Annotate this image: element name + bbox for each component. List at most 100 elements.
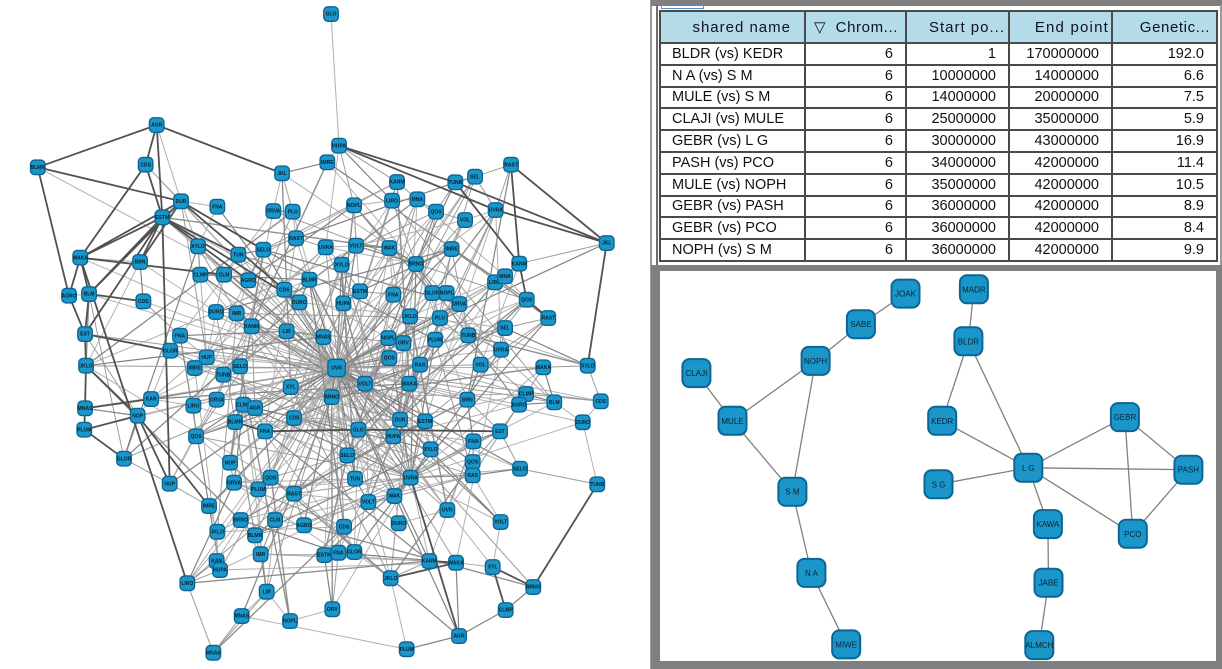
svg-text:VOLT: VOLT (350, 243, 363, 249)
svg-text:ORVA: ORVA (227, 480, 241, 486)
svg-text:WAK: WAK (383, 246, 395, 252)
svg-text:XYL: XYL (488, 565, 498, 571)
svg-text:HUPA: HUPA (332, 143, 346, 149)
svg-text:PLU: PLU (288, 209, 298, 215)
svg-text:L G: L G (1022, 464, 1035, 473)
svg-text:WAKA: WAKA (73, 255, 89, 261)
svg-text:QOS: QOS (384, 356, 396, 362)
svg-text:QOS: QOS (430, 209, 442, 215)
svg-text:FNA: FNA (333, 550, 344, 556)
svg-text:AGR: AGR (151, 123, 163, 129)
svg-text:HUPA: HUPA (213, 568, 227, 574)
svg-text:LIRO: LIRO (489, 280, 501, 286)
svg-text:KANM: KANM (244, 324, 259, 330)
svg-text:QOS: QOS (467, 460, 479, 466)
svg-text:MADR: MADR (962, 285, 986, 294)
svg-text:AGRO: AGRO (241, 278, 256, 284)
svg-text:UVRA: UVRA (404, 475, 419, 481)
svg-text:LIR: LIR (283, 329, 291, 335)
svg-text:FNA: FNA (260, 429, 271, 435)
svg-text:WAKA: WAKA (448, 560, 464, 566)
svg-text:CDS: CDS (140, 162, 151, 168)
svg-text:CLMP: CLMP (236, 402, 251, 408)
svg-text:HUPA: HUPA (336, 301, 350, 307)
svg-text:S G: S G (932, 480, 946, 489)
svg-text:RAST: RAST (504, 162, 518, 168)
svg-text:LIRO: LIRO (181, 581, 193, 587)
svg-text:VOL: VOL (460, 218, 470, 224)
svg-text:NOP: NOP (132, 413, 144, 419)
svg-text:CLMP: CLMP (499, 608, 514, 614)
svg-text:SEL: SEL (500, 326, 510, 332)
svg-text:PLUM: PLUM (251, 487, 265, 493)
svg-text:UVR: UVR (331, 366, 342, 372)
svg-text:MNAS: MNAS (78, 406, 93, 412)
svg-text:CDS: CDS (289, 416, 300, 422)
svg-text:SABE: SABE (850, 320, 871, 329)
svg-text:IMR: IMR (232, 311, 242, 317)
svg-text:NOPL: NOPL (347, 203, 361, 209)
svg-text:GLOR: GLOR (117, 456, 132, 462)
svg-text:NOP: NOP (225, 460, 237, 466)
svg-text:AGRO: AGRO (62, 293, 77, 299)
svg-text:FNA: FNA (468, 439, 479, 445)
svg-text:ORV: ORV (398, 341, 409, 347)
svg-text:ORV: ORV (327, 607, 338, 613)
svg-text:ALMCH: ALMCH (1025, 641, 1053, 650)
svg-text:BLM: BLM (549, 400, 560, 406)
svg-text:PASH: PASH (1178, 466, 1199, 475)
svg-text:AGR: AGR (249, 406, 261, 412)
svg-text:BRN: BRN (462, 397, 473, 403)
svg-text:CLM: CLM (219, 272, 230, 278)
svg-text:GLOR: GLOR (425, 291, 440, 297)
svg-text:SEL: SEL (470, 174, 480, 180)
svg-text:ORVA: ORVA (210, 397, 224, 403)
svg-text:KEDR: KEDR (931, 417, 953, 426)
svg-text:DUR: DUR (395, 417, 406, 423)
svg-text:XYLO: XYLO (191, 244, 205, 250)
svg-text:QOS: QOS (190, 434, 202, 440)
svg-text:MIWE: MIWE (835, 640, 857, 649)
svg-text:DURO: DURO (292, 300, 307, 306)
svg-text:ORVA: ORVA (266, 209, 280, 215)
svg-text:NOPL: NOPL (381, 336, 395, 342)
svg-text:BLMR: BLMR (30, 165, 45, 171)
svg-text:PLUM: PLUM (77, 427, 91, 433)
svg-text:GLOR: GLOR (347, 550, 362, 556)
svg-text:GLOR: GLOR (163, 348, 178, 354)
svg-text:IMRE: IMRE (203, 504, 216, 510)
svg-text:TUNB: TUNB (448, 180, 462, 186)
svg-text:LIRO: LIRO (187, 403, 199, 409)
svg-text:UVRA: UVRA (319, 245, 334, 251)
svg-text:MNAS: MNAS (234, 614, 249, 620)
svg-text:UVR: UVR (442, 508, 453, 514)
svg-text:IMRE: IMRE (188, 366, 201, 372)
svg-text:NOPL: NOPL (440, 291, 454, 297)
svg-text:PLU: PLU (435, 316, 445, 322)
svg-text:TUNB: TUNB (216, 372, 230, 378)
svg-text:MNAS: MNAS (206, 650, 221, 656)
svg-text:LIRO: LIRO (386, 198, 398, 204)
svg-text:WAKA: WAKA (402, 381, 418, 387)
svg-text:HUP: HUP (201, 355, 212, 361)
svg-text:MNA: MNA (412, 197, 424, 203)
svg-text:PCO: PCO (1124, 530, 1141, 539)
svg-text:BLDR: BLDR (958, 337, 980, 346)
svg-text:BLMR: BLMR (248, 533, 263, 539)
svg-text:CLMP: CLMP (519, 392, 534, 398)
svg-text:HUPA: HUPA (386, 434, 400, 440)
svg-text:QOS: QOS (521, 297, 533, 303)
svg-text:KANM: KANM (512, 261, 527, 267)
svg-text:RAS: RAS (467, 473, 478, 479)
svg-text:IMR: IMR (256, 552, 266, 558)
svg-text:JKLO: JKLO (403, 314, 416, 320)
svg-text:CLAJI: CLAJI (686, 369, 708, 378)
svg-text:QOS: QOS (265, 475, 277, 481)
svg-text:ORVA: ORVA (452, 302, 466, 308)
svg-text:RAST: RAST (287, 491, 301, 497)
svg-text:N A: N A (805, 569, 819, 578)
svg-text:HUP: HUP (164, 481, 175, 487)
svg-text:KAN: KAN (146, 397, 157, 403)
svg-text:BRNO: BRNO (324, 395, 339, 401)
svg-text:JKLO: JKLO (211, 529, 224, 535)
